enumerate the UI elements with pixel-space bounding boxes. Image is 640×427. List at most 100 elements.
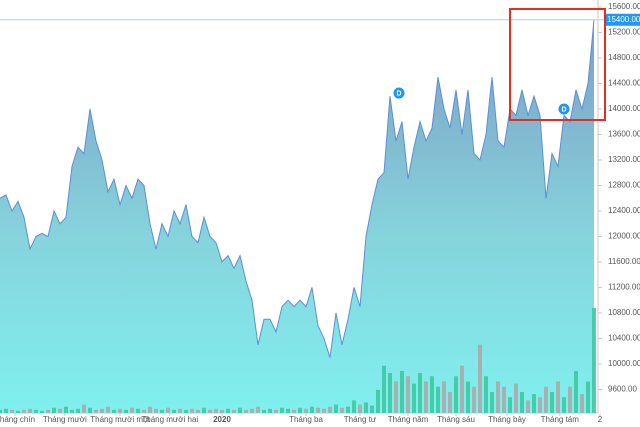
y-tick-label: 9600.00 bbox=[608, 385, 637, 394]
volume-bar bbox=[580, 394, 584, 413]
volume-bar bbox=[532, 394, 536, 413]
last-price-box bbox=[604, 13, 640, 26]
volume-bar bbox=[514, 383, 518, 413]
volume-bar bbox=[124, 409, 128, 413]
volume-bar bbox=[286, 408, 290, 413]
x-tick-label: 2 bbox=[598, 415, 603, 424]
volume-bar bbox=[136, 408, 140, 413]
volume-bar bbox=[418, 373, 422, 413]
volume-bar bbox=[592, 307, 596, 413]
x-tick-label: Tháng năm bbox=[388, 415, 429, 424]
dividend-marker bbox=[558, 103, 570, 115]
volume-bar bbox=[214, 408, 218, 413]
x-tick-label: Tháng mười hai bbox=[141, 415, 198, 424]
volume-bar bbox=[394, 381, 398, 413]
volume-bar bbox=[430, 376, 434, 413]
volume-bar bbox=[454, 376, 458, 413]
volume-bar bbox=[334, 404, 338, 413]
volume-bar bbox=[34, 409, 38, 413]
y-tick-label: 11200.00 bbox=[608, 283, 640, 292]
volume-bar bbox=[322, 408, 326, 413]
volume-bar bbox=[40, 410, 44, 413]
volume-bar bbox=[22, 409, 26, 413]
volume-bar bbox=[82, 404, 86, 413]
volume-bar bbox=[364, 402, 368, 413]
price-line bbox=[0, 19, 595, 358]
volume-bar bbox=[586, 381, 590, 413]
volume-bar bbox=[244, 409, 248, 413]
volume-bar bbox=[0, 409, 2, 413]
last-price-label: 15400.00 bbox=[607, 15, 640, 24]
volume-bar bbox=[106, 406, 110, 413]
volume-bar bbox=[274, 409, 278, 413]
volume-bar bbox=[520, 391, 524, 413]
y-tick-label: 10400.00 bbox=[608, 334, 640, 343]
volume-bar bbox=[166, 407, 170, 413]
y-tick-label: 15200.00 bbox=[608, 28, 640, 37]
volume-bar bbox=[142, 409, 146, 413]
volume-bar bbox=[154, 408, 158, 413]
x-tick-label: Tháng tám bbox=[541, 415, 580, 424]
volume-bar bbox=[64, 406, 68, 413]
volume-bar bbox=[310, 406, 314, 413]
volume-bar bbox=[202, 407, 206, 413]
volume-bar bbox=[250, 408, 254, 413]
dividend-marker-label: D bbox=[561, 106, 566, 113]
volume-bar bbox=[538, 397, 542, 413]
y-tick-label: 14400.00 bbox=[608, 79, 640, 88]
volume-bar bbox=[574, 370, 578, 413]
y-tick-label: 14000.00 bbox=[608, 104, 640, 113]
volume-bar bbox=[526, 400, 530, 413]
volume-bar bbox=[490, 391, 494, 413]
volume-bar bbox=[220, 409, 224, 413]
x-tick-label: Tháng mười bbox=[43, 415, 87, 424]
x-tick-label: Tháng tư bbox=[344, 415, 377, 424]
y-tick-label: 11600.00 bbox=[608, 257, 640, 266]
volume-bar bbox=[130, 407, 134, 413]
volume-bar bbox=[88, 407, 92, 413]
volume-bar bbox=[550, 391, 554, 413]
volume-bar bbox=[346, 406, 350, 413]
volume-bar bbox=[562, 397, 566, 413]
volume-bar bbox=[412, 383, 416, 413]
volume-bar bbox=[352, 400, 356, 413]
highlight-box bbox=[509, 8, 606, 121]
volume-bar bbox=[370, 405, 374, 413]
volume-bar bbox=[400, 370, 404, 413]
x-tick-label: Tháng sáu bbox=[437, 415, 475, 424]
volume-bar bbox=[478, 344, 482, 413]
volume-bar bbox=[172, 409, 176, 413]
y-tick-label: 12000.00 bbox=[608, 232, 640, 241]
volume-bar bbox=[76, 408, 80, 413]
x-tick-label: Tháng bảy bbox=[488, 415, 526, 424]
volume-bar bbox=[316, 407, 320, 413]
x-tick-label: Tháng ba bbox=[289, 415, 323, 424]
volume-bar bbox=[160, 409, 164, 413]
y-tick-label: 10000.00 bbox=[608, 359, 640, 368]
volume-bar bbox=[100, 408, 104, 413]
volume-bar bbox=[568, 386, 572, 413]
y-tick-label: 13200.00 bbox=[608, 155, 640, 164]
volume-bar bbox=[508, 397, 512, 413]
volume-bar bbox=[358, 404, 362, 413]
volume-bar bbox=[466, 381, 470, 413]
volume-bar bbox=[424, 381, 428, 413]
y-tick-label: 10800.00 bbox=[608, 308, 640, 317]
volume-bar bbox=[388, 373, 392, 413]
dividend-marker-label: D bbox=[396, 90, 401, 97]
volume-bar bbox=[328, 406, 332, 413]
volume-bar bbox=[340, 407, 344, 413]
volume-bar bbox=[556, 381, 560, 413]
volume-bar bbox=[484, 376, 488, 413]
volume-bar bbox=[226, 408, 230, 413]
dividend-marker bbox=[393, 87, 405, 99]
y-tick-label: 12800.00 bbox=[608, 181, 640, 190]
volume-bar bbox=[496, 381, 500, 413]
volume-bar bbox=[238, 407, 242, 413]
volume-bar bbox=[436, 386, 440, 413]
volume-bar bbox=[256, 406, 260, 413]
volume-bar bbox=[46, 409, 50, 413]
area-fill bbox=[0, 19, 594, 414]
x-tick-label: 2020 bbox=[213, 415, 231, 424]
volume-bar bbox=[382, 365, 386, 413]
